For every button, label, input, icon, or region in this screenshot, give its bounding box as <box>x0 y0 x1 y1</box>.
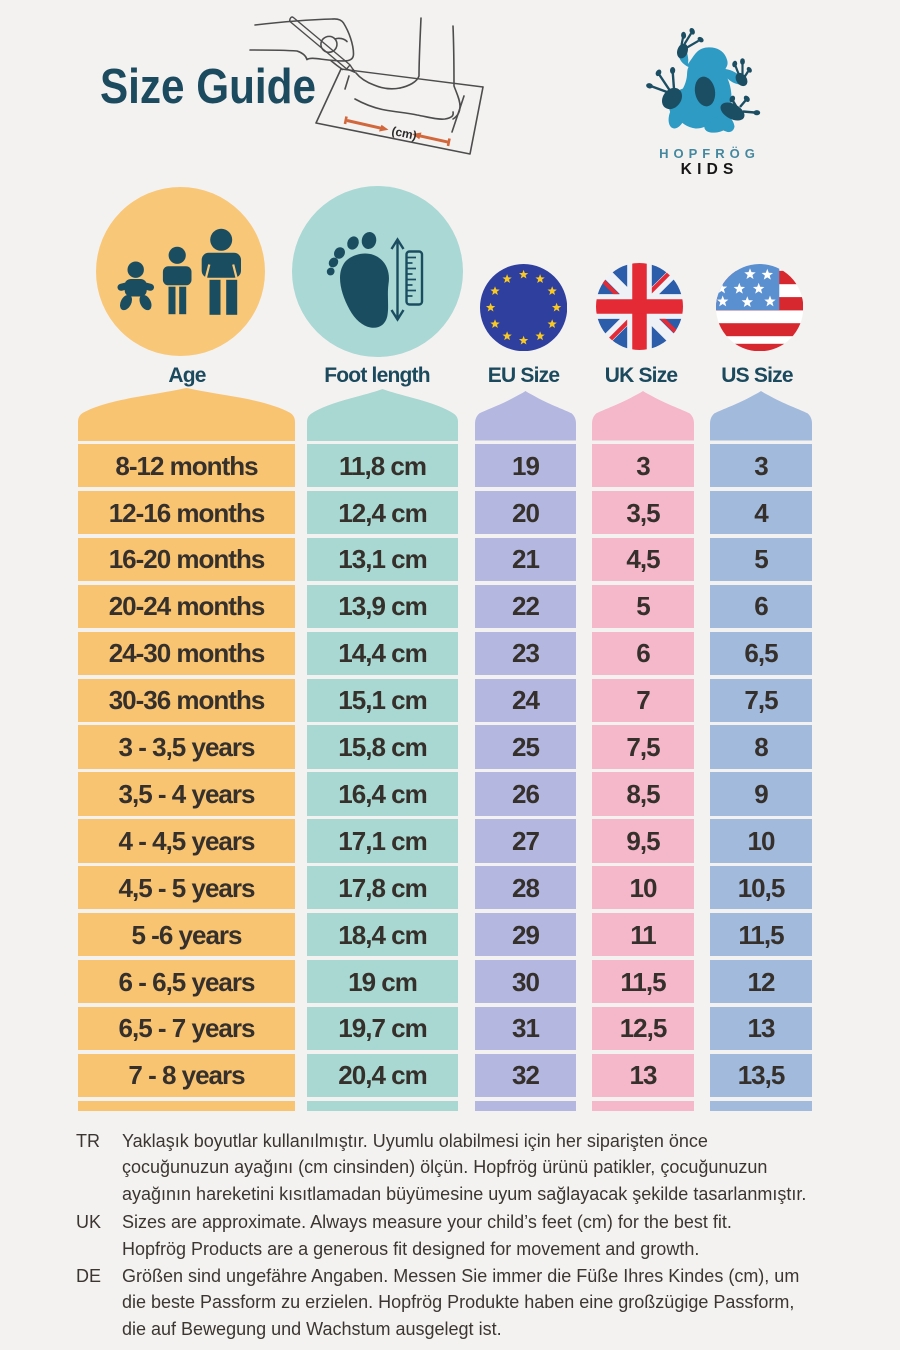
svg-text:(cm): (cm) <box>390 124 418 143</box>
